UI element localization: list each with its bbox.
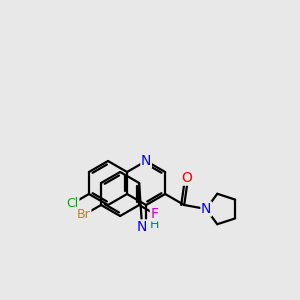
Text: H: H bbox=[149, 218, 159, 232]
Text: N: N bbox=[201, 202, 211, 216]
Text: O: O bbox=[181, 171, 192, 185]
Text: N: N bbox=[137, 220, 147, 234]
Text: F: F bbox=[150, 207, 158, 221]
Text: N: N bbox=[141, 154, 151, 168]
Text: Cl: Cl bbox=[67, 197, 79, 210]
Text: Br: Br bbox=[77, 208, 91, 221]
